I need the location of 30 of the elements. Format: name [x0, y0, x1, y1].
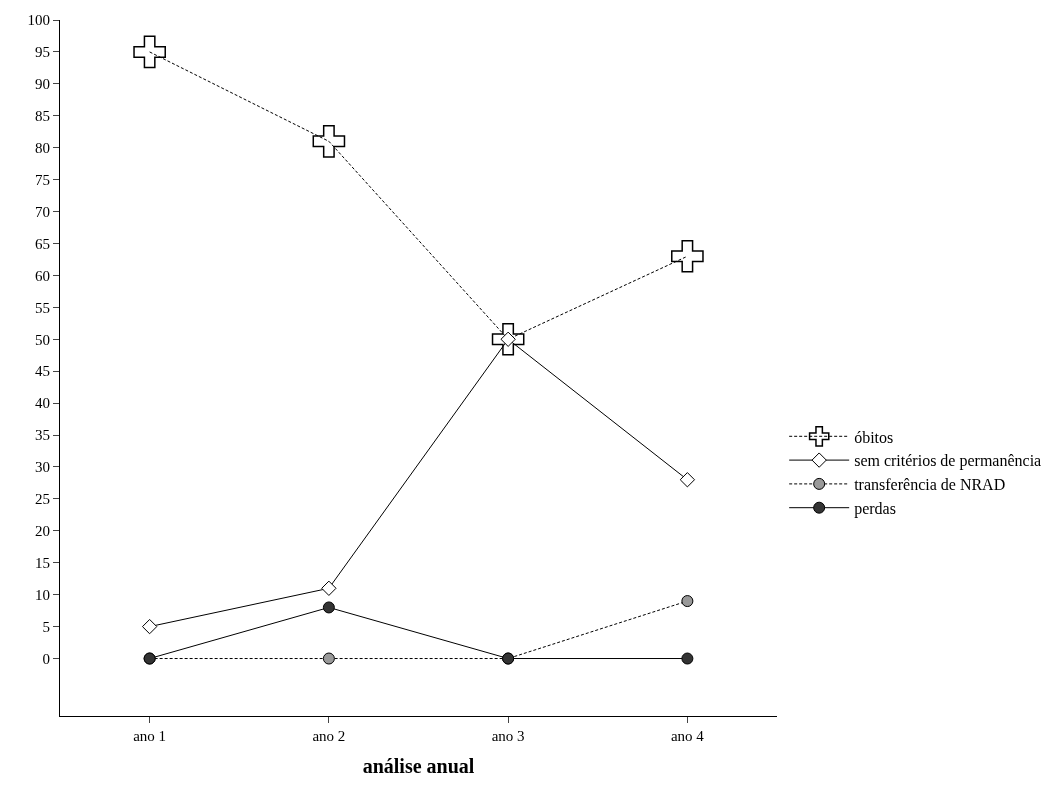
y-tick-label: 80 — [35, 139, 50, 156]
y-tick-label: 45 — [35, 363, 50, 380]
y-tick-label: 5 — [42, 618, 50, 635]
y-tick-label: 15 — [35, 555, 50, 571]
y-tick-label: 25 — [35, 491, 50, 508]
y-tick-label: 40 — [35, 395, 50, 412]
x-tick-label: ano 1 — [133, 728, 167, 744]
legend-label: óbitos — [854, 428, 894, 446]
legend-label: transferência de NRAD — [854, 476, 1006, 494]
y-tick-label: 55 — [35, 299, 50, 316]
legend-label: sem critérios de permanência — [854, 452, 1042, 471]
y-tick-label: 65 — [35, 235, 50, 252]
y-tick-label: 95 — [35, 44, 50, 61]
y-tick-label: 90 — [35, 76, 50, 93]
x-axis-title: análise anual — [362, 754, 475, 777]
y-tick-label: 30 — [35, 459, 50, 476]
y-tick-label: 50 — [35, 331, 50, 348]
x-tick-label: ano 2 — [312, 728, 346, 744]
y-tick-label: 70 — [35, 203, 50, 220]
y-tick-label: 0 — [42, 650, 50, 667]
y-tick-label: 100 — [27, 12, 50, 29]
legend-label: perdas — [854, 499, 896, 518]
y-tick-label: 20 — [35, 523, 50, 540]
y-tick-label: 85 — [35, 108, 50, 125]
y-tick-label: 60 — [35, 267, 50, 284]
y-tick-label: 35 — [35, 427, 50, 444]
y-tick-label: 10 — [35, 586, 50, 603]
y-tick-label: 75 — [35, 171, 50, 188]
x-tick-label: ano 3 — [491, 728, 525, 744]
x-tick-label: ano 4 — [670, 728, 705, 744]
